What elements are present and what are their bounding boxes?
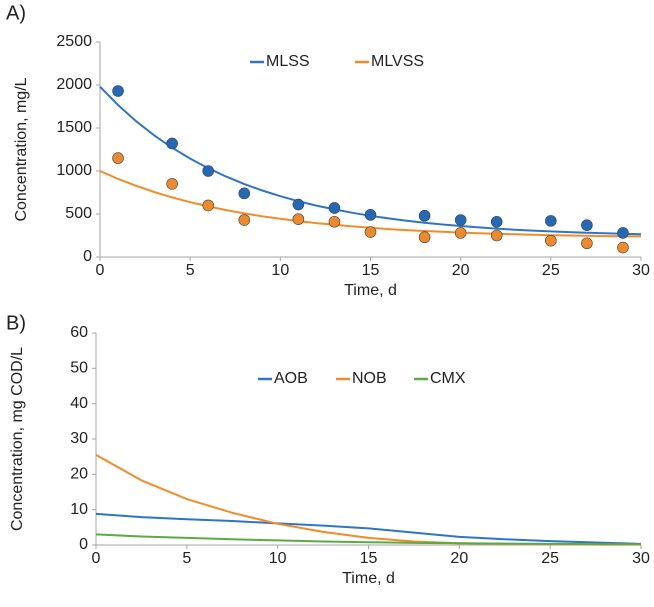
data-point (364, 226, 377, 238)
legend-label: MLSS (266, 53, 310, 70)
panel-label: A) (6, 2, 26, 24)
data-point (617, 227, 629, 239)
data-point (292, 213, 305, 225)
data-point (328, 215, 341, 228)
legend-label: NOB (352, 370, 387, 387)
data-point (238, 214, 251, 226)
data-point (545, 215, 557, 227)
data-point (454, 214, 467, 226)
data-point (617, 241, 629, 254)
x-tick-label: 5 (186, 262, 195, 279)
x-tick-label: 5 (182, 550, 191, 567)
data-point (166, 137, 178, 150)
x-tick-label: 20 (450, 550, 468, 567)
data-point (112, 152, 124, 164)
y-axis-label: Concentration, mg COD/L (9, 347, 26, 531)
x-tick-label: 10 (269, 550, 287, 567)
legend-label: CMX (430, 370, 466, 387)
x-tick-label: 30 (632, 550, 650, 567)
x-tick-label: 30 (632, 262, 650, 279)
x-tick-label: 15 (360, 550, 378, 567)
y-tick-label: 60 (70, 324, 88, 341)
y-tick-label: 2500 (56, 33, 92, 50)
x-tick-label: 0 (92, 550, 101, 567)
y-tick-label: 40 (70, 395, 88, 412)
data-point (202, 199, 214, 212)
data-point (418, 231, 431, 244)
y-tick-label: 20 (70, 466, 88, 483)
data-point (581, 237, 593, 250)
series-line (95, 512, 642, 545)
data-point (202, 165, 214, 177)
series-line (95, 454, 641, 546)
data-point (581, 219, 593, 231)
x-axis-label: Time, d (342, 570, 395, 587)
data-point (166, 178, 178, 190)
x-tick-label: 20 (452, 262, 470, 279)
y-tick-label: 50 (70, 360, 88, 377)
y-axis-label: Concentration, mg/L (13, 77, 30, 221)
data-point (545, 234, 557, 247)
x-axis-label: Time, d (344, 282, 397, 299)
data-point (454, 227, 467, 239)
x-tick-label: 25 (542, 262, 560, 279)
y-tick-label: 0 (79, 536, 88, 553)
y-tick-label: 500 (65, 205, 92, 222)
y-tick-label: 0 (83, 248, 92, 265)
data-point (418, 209, 431, 222)
data-point (238, 187, 251, 200)
data-point (364, 209, 377, 221)
data-point (490, 215, 503, 228)
data-point (292, 198, 305, 211)
x-tick-label: 10 (271, 262, 289, 279)
panel-label: B) (6, 312, 26, 334)
y-tick-label: 10 (70, 501, 88, 518)
x-tick-label: 25 (541, 550, 559, 567)
legend-label: MLVSS (371, 53, 424, 70)
y-tick-label: 1000 (56, 162, 92, 179)
data-point (490, 229, 503, 242)
y-tick-label: 30 (70, 430, 88, 447)
data-point (328, 202, 341, 214)
y-tick-label: 2000 (56, 76, 92, 93)
y-tick-label: 1500 (56, 119, 92, 136)
data-point (112, 85, 124, 97)
x-tick-label: 0 (96, 262, 105, 279)
legend-label: AOB (274, 370, 308, 387)
series-line (95, 533, 642, 546)
x-tick-label: 15 (362, 262, 380, 279)
